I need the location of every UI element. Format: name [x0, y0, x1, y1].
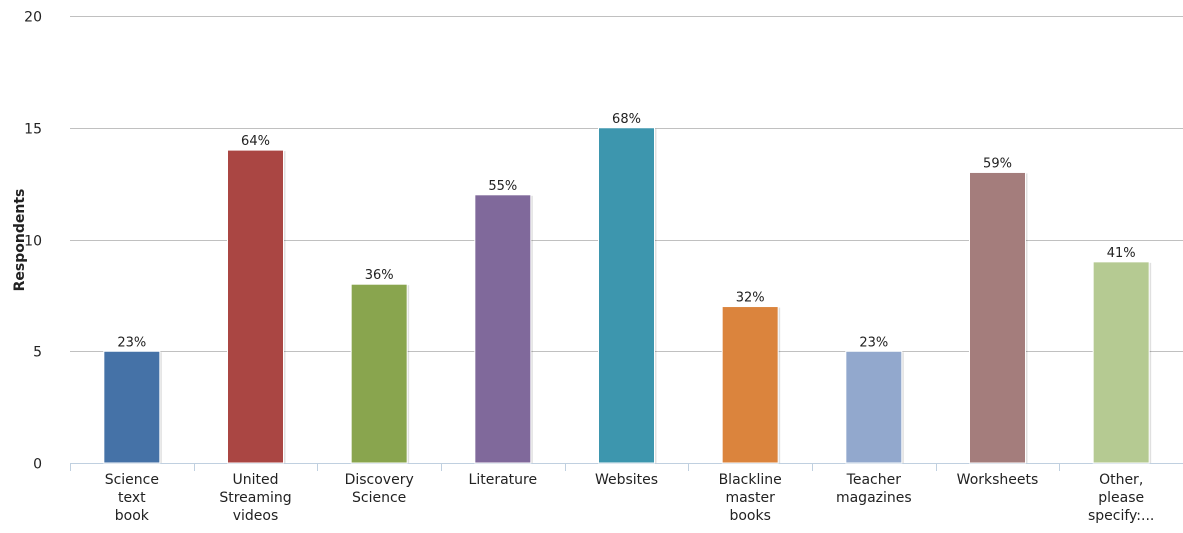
- y-tick-label: 15: [24, 122, 42, 138]
- x-category-label: United Streaming videos: [219, 472, 291, 524]
- x-category-label: Science text book: [105, 472, 159, 524]
- x-category-label: Websites: [595, 472, 658, 488]
- bar[interactable]: [598, 127, 655, 464]
- x-category-label-line: text: [118, 490, 146, 506]
- bars: 23% 64% 36% 55% 68% 32% 23% 59% 41%: [103, 112, 1152, 464]
- y-tick-label: 10: [24, 234, 42, 250]
- x-category-label: Blackline master books: [719, 472, 782, 524]
- x-category-label-line: Other,: [1099, 472, 1143, 488]
- axes: 0 5 10 15 20 Science text book United Streaming vi…: [24, 10, 1154, 525]
- x-category-label-line: master: [725, 490, 775, 506]
- data-label: 68%: [612, 112, 641, 127]
- x-category-label-line: Streaming: [219, 490, 291, 506]
- x-category-label-line: books: [729, 508, 770, 524]
- x-category-label-line: book: [115, 508, 150, 524]
- x-category-label-line: Teacher: [846, 472, 902, 488]
- bar[interactable]: [969, 171, 1026, 464]
- data-label: 36%: [365, 268, 394, 283]
- bar[interactable]: [474, 194, 532, 464]
- bar[interactable]: [721, 306, 779, 464]
- x-category-label-line: Worksheets: [957, 472, 1039, 488]
- y-axis-title: Respondents: [12, 189, 28, 292]
- y-tick-label: 20: [24, 10, 42, 26]
- data-label: 59%: [983, 156, 1012, 171]
- x-category-label-line: Websites: [595, 472, 658, 488]
- x-category-label-line: Science: [105, 472, 159, 488]
- x-category-label: Worksheets: [957, 472, 1039, 488]
- x-category-label-line: United: [233, 472, 279, 488]
- bar[interactable]: [845, 350, 903, 464]
- x-category-label-line: please: [1098, 490, 1144, 506]
- x-category-label: Other, please specify:...: [1088, 472, 1154, 524]
- x-category-label: Discovery Science: [345, 472, 414, 506]
- data-label: 55%: [488, 179, 517, 194]
- y-tick-label: 5: [33, 345, 42, 361]
- x-category-label-line: magazines: [836, 490, 912, 506]
- bar[interactable]: [227, 149, 284, 464]
- data-label: 32%: [736, 291, 765, 306]
- bar[interactable]: [350, 283, 408, 464]
- x-category-label-line: videos: [233, 508, 279, 524]
- x-category-label: Teacher magazines: [836, 472, 912, 506]
- data-label: 23%: [859, 335, 888, 350]
- y-tick-label: 0: [33, 457, 42, 473]
- x-category-label-line: Blackline: [719, 472, 782, 488]
- data-label: 23%: [117, 335, 146, 350]
- x-category-label-line: Literature: [469, 472, 538, 488]
- data-label: 41%: [1107, 246, 1136, 261]
- data-label: 64%: [241, 134, 270, 149]
- x-category-label-line: Discovery: [345, 472, 414, 488]
- bar[interactable]: [103, 350, 161, 464]
- bar[interactable]: [1092, 261, 1150, 464]
- x-category-label: Literature: [469, 472, 538, 488]
- x-category-label-line: specify:...: [1088, 508, 1154, 524]
- x-category-label-line: Science: [352, 490, 406, 506]
